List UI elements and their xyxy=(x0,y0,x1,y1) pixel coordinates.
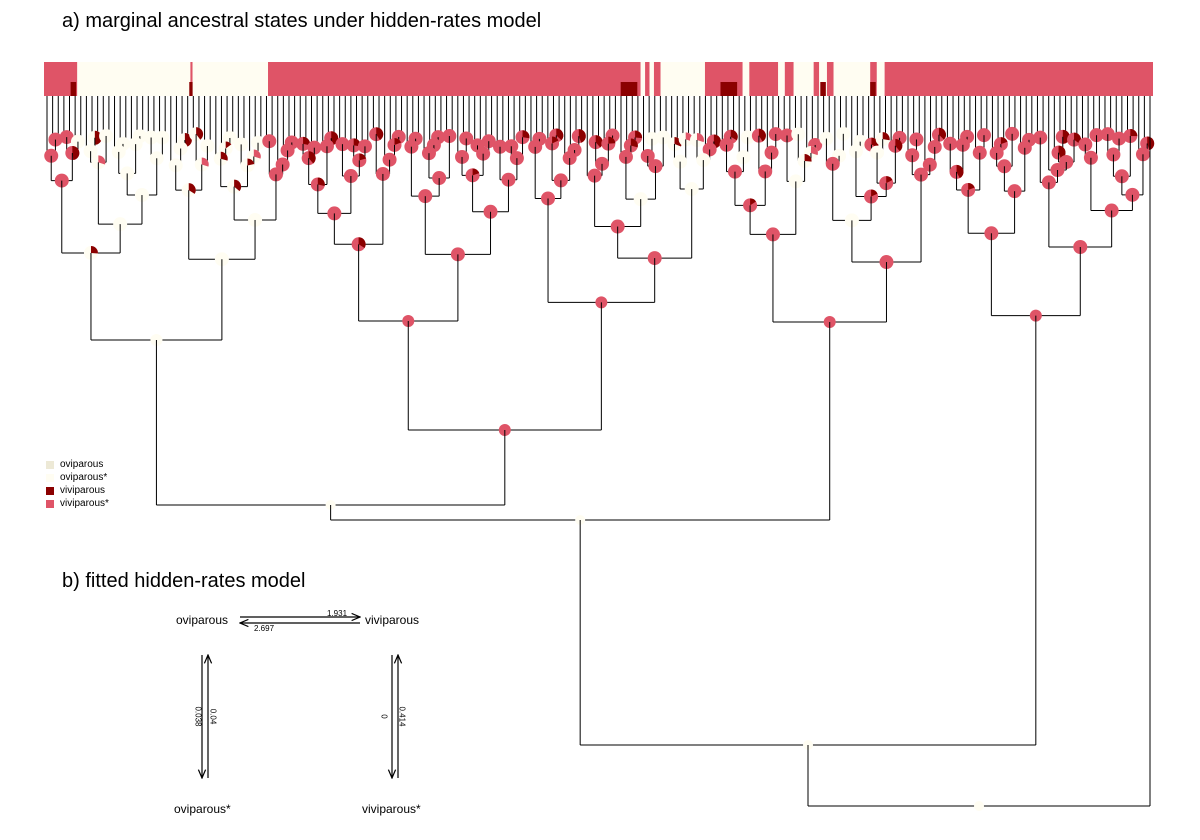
tip-bar-segment xyxy=(649,62,654,96)
node-pie-slice xyxy=(630,138,638,148)
tip-bar-segment xyxy=(793,62,814,96)
state-oviparous-star: oviparous* xyxy=(174,802,231,816)
node-pie-slice xyxy=(556,128,564,141)
node-pie-slice xyxy=(317,177,325,187)
node-pie-slice xyxy=(1147,136,1155,151)
node-pie-slice xyxy=(376,127,384,141)
tip-bar-accent xyxy=(870,82,876,96)
tip-bar-segment xyxy=(813,62,820,96)
legend-item-viviparous-star: viviparous* xyxy=(46,497,109,510)
tip-bar-segment xyxy=(653,62,661,96)
tip-bar-segment xyxy=(268,62,641,96)
node-pie-slice xyxy=(90,245,98,254)
tip-bar-segment xyxy=(876,62,885,96)
node-pie-slice xyxy=(810,145,818,156)
legend-label: oviparous* xyxy=(60,472,108,483)
node-pie-slice xyxy=(696,133,704,143)
panel-a-title: a) marginal ancestral states under hidde… xyxy=(62,10,542,32)
node-pie-slice xyxy=(956,164,964,179)
node-pie-slice xyxy=(196,127,204,140)
legend-label: viviparous* xyxy=(60,498,109,509)
node-pie-slice xyxy=(1000,137,1008,145)
rate-ovi-to-vivi: 1.931 xyxy=(327,609,348,618)
state-oviparous: oviparous xyxy=(176,613,229,627)
tip-bar-accent xyxy=(189,82,193,96)
node-pie-slice xyxy=(253,149,261,159)
legend-swatch xyxy=(46,460,54,469)
tip-bar-segment xyxy=(645,62,650,96)
node-pie-slice xyxy=(750,198,756,206)
rate-right-up: 0.414 xyxy=(397,706,407,727)
tip-bar-segment xyxy=(742,62,750,96)
node-pie-slice xyxy=(247,158,255,166)
node-pie-slice xyxy=(871,189,878,197)
node-pie-slice xyxy=(635,130,643,139)
node-pie-slice xyxy=(359,153,367,161)
tip-bar-segment xyxy=(77,62,191,96)
legend: oviparous oviparous* viviparous viviparo… xyxy=(46,458,109,510)
node-pie-slice xyxy=(522,130,530,139)
rate-vivi-to-ovi: 2.697 xyxy=(254,624,275,633)
tip-bar-segment xyxy=(192,62,269,96)
tip-bar-segment xyxy=(640,62,646,96)
state-viviparous-star: viviparous* xyxy=(362,802,421,816)
node-pie-slice xyxy=(188,183,196,194)
node-pie-slice xyxy=(595,135,603,148)
node-pie-slice xyxy=(1130,128,1138,137)
legend-label: viviparous xyxy=(60,485,106,496)
node-pie-slice xyxy=(225,141,232,149)
legend-item-oviparous: oviparous xyxy=(46,458,109,471)
panel-b-title: b) fitted hidden-rates model xyxy=(62,570,306,592)
state-viviparous: viviparous xyxy=(365,613,420,627)
node-pie-slice xyxy=(758,128,766,142)
node-pie-slice xyxy=(968,182,975,190)
tip-bar-segment xyxy=(870,62,877,96)
node-pie-slice xyxy=(308,151,316,164)
tip-bar-accent xyxy=(820,82,826,96)
tip-bar-segment xyxy=(660,62,705,96)
node-pie-slice xyxy=(713,134,721,149)
tip-bar-segment xyxy=(826,62,834,96)
legend-swatch xyxy=(46,473,54,482)
node-pie-slice xyxy=(234,179,242,192)
node-pie-slice xyxy=(472,168,480,176)
rate-left-down: 0.038 xyxy=(193,706,203,727)
tip-bar-accent xyxy=(620,82,638,96)
node-pie-slice xyxy=(578,129,586,143)
tip-bar-segment xyxy=(833,62,871,96)
rate-left-up: 0.04 xyxy=(208,708,218,725)
legend-item-oviparous-star: oviparous* xyxy=(46,471,109,484)
tip-bar-segment xyxy=(819,62,827,96)
node-pie-slice xyxy=(303,136,311,146)
rate-right-down: 0 xyxy=(379,714,389,719)
node-pie xyxy=(450,247,465,262)
legend-item-viviparous: viviparous xyxy=(46,484,109,497)
tip-bar-segment xyxy=(749,62,779,96)
node-pie-slice xyxy=(72,146,80,160)
tip-bar-segment xyxy=(778,62,785,96)
legend-swatch xyxy=(46,486,54,495)
tip-bar-segment xyxy=(784,62,794,96)
node-pie-slice xyxy=(804,153,812,162)
node-pie-slice xyxy=(220,151,228,161)
node-pie-slice xyxy=(886,176,893,184)
node-pie-slice xyxy=(882,132,890,141)
legend-swatch xyxy=(46,499,54,508)
tip-bar-accent xyxy=(70,82,77,96)
node-pie-slice xyxy=(608,136,616,144)
node-pie-slice xyxy=(394,137,402,145)
tip-bar-segment xyxy=(190,62,193,96)
node-pie-slice xyxy=(358,237,366,248)
node-pie-slice xyxy=(938,127,946,140)
tip-bar-accent xyxy=(720,82,738,96)
legend-label: oviparous xyxy=(60,459,104,470)
node-pie-slice xyxy=(98,155,106,165)
node-pie-slice xyxy=(730,129,738,141)
node-pie-slice xyxy=(552,136,559,144)
node-pie-slice xyxy=(895,138,903,152)
tip-bar-segment xyxy=(884,62,1153,96)
node-pie-slice xyxy=(201,157,209,167)
node-pie xyxy=(973,801,984,811)
